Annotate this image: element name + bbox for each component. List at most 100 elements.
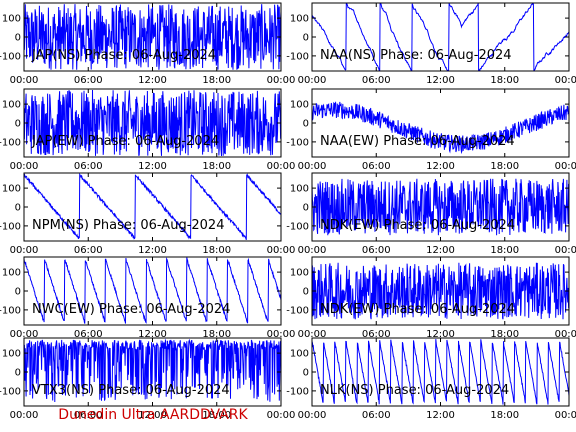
x-tick-label: 12:00	[426, 410, 455, 421]
x-tick-label: 12:00	[138, 329, 167, 340]
chart-title: NAA(EW) Phase: 06-Aug-2024	[320, 134, 515, 149]
y-tick-label: 100	[2, 184, 21, 195]
x-tick-label: 06:00	[74, 410, 103, 421]
y-tick-label: 0	[303, 203, 309, 214]
x-tick-label: 18:00	[490, 245, 519, 256]
y-tick-label: -100	[0, 137, 21, 148]
y-tick-label: 0	[303, 33, 309, 44]
x-tick-label: 12:00	[138, 410, 167, 421]
x-tick-label: 18:00	[202, 410, 231, 421]
y-tick-label: -100	[0, 305, 21, 316]
y-tick-label: -100	[0, 386, 21, 397]
y-tick-label: 0	[15, 203, 21, 214]
x-tick-label: 00:00	[298, 410, 327, 421]
x-tick-label: 18:00	[202, 75, 231, 86]
chart-panel: 100 0 -100 00:00 06:00 12:00 18:00 00:00 NAA(EW)…	[286, 88, 576, 172]
series-line	[312, 339, 569, 405]
x-tick-label: 00:00	[10, 161, 39, 172]
chart-panel: 100 0 -100 00:00 06:00 12:00 18:00 00:00 NWC(EW)…	[0, 256, 296, 340]
y-tick-label: 100	[2, 349, 21, 360]
y-tick-label: 100	[290, 100, 309, 111]
x-tick-label: 12:00	[138, 75, 167, 86]
x-tick-label: 12:00	[426, 245, 455, 256]
credit-text: Dunedin Ultra AARDDVARK	[58, 407, 248, 423]
y-tick-label: -100	[286, 51, 309, 62]
x-tick-label: 00:00	[555, 329, 576, 340]
x-tick-label: 00:00	[10, 245, 39, 256]
x-tick-label: 12:00	[426, 329, 455, 340]
y-tick-label: -100	[286, 386, 309, 397]
x-tick-label: 18:00	[202, 329, 231, 340]
y-tick-label: 100	[2, 268, 21, 279]
x-tick-label: 06:00	[74, 161, 103, 172]
x-tick-label: 00:00	[267, 329, 296, 340]
y-tick-label: 100	[290, 184, 309, 195]
chart-panel: 100 0 -100 00:00 06:00 12:00 18:00 00:00 NLK(NS)…	[286, 337, 576, 421]
chart-panel: 100 0 -100 00:00 06:00 12:00 18:00 00:00 NPM(NS)…	[0, 172, 296, 256]
x-tick-label: 00:00	[267, 410, 296, 421]
x-tick-label: 00:00	[298, 161, 327, 172]
series-line	[24, 257, 281, 324]
x-tick-label: 00:00	[10, 329, 39, 340]
chart-title: JAP(NS) Phase: 06-Aug-2024	[31, 48, 216, 63]
y-tick-label: 100	[2, 100, 21, 111]
x-tick-label: 12:00	[138, 245, 167, 256]
chart-title: VTX3(NS) Phase: 06-Aug-2024	[32, 383, 230, 398]
x-tick-label: 00:00	[298, 329, 327, 340]
y-tick-label: 0	[303, 119, 309, 130]
chart-panels: 100 0 -100 00:00 06:00 12:00 18:00 00:00 JAP(NS)…	[0, 2, 576, 421]
y-tick-label: -100	[0, 51, 21, 62]
y-tick-label: -100	[286, 221, 309, 232]
y-tick-label: 0	[303, 287, 309, 298]
x-tick-label: 06:00	[362, 75, 391, 86]
chart-title: NDK(EW) Phase: 06-Aug-2024	[320, 302, 515, 317]
chart-title: NAA(NS) Phase: 06-Aug-2024	[320, 48, 512, 63]
chart-panel: 100 0 -100 00:00 06:00 12:00 18:00 00:00 JAP(NS)…	[0, 2, 296, 86]
series-line	[24, 173, 281, 241]
y-tick-label: 0	[15, 33, 21, 44]
y-tick-label: 0	[15, 287, 21, 298]
y-tick-label: 100	[290, 14, 309, 25]
x-tick-label: 12:00	[426, 75, 455, 86]
x-tick-label: 00:00	[555, 161, 576, 172]
x-tick-label: 06:00	[74, 245, 103, 256]
x-tick-label: 00:00	[298, 75, 327, 86]
x-tick-label: 06:00	[362, 161, 391, 172]
x-tick-label: 18:00	[202, 161, 231, 172]
x-tick-label: 00:00	[267, 75, 296, 86]
x-tick-label: 06:00	[74, 75, 103, 86]
chart-title: NWC(EW) Phase: 06-Aug-2024	[32, 302, 230, 317]
y-tick-label: 100	[290, 349, 309, 360]
chart-panel: 100 0 -100 00:00 06:00 12:00 18:00 00:00 NDK(EW)…	[286, 172, 576, 256]
chart-title: NLK(NS) Phase: 06-Aug-2024	[320, 383, 509, 398]
y-tick-label: 0	[303, 368, 309, 379]
chart-panel: 100 0 -100 00:00 06:00 12:00 18:00 00:00 VTX3(NS…	[0, 337, 296, 421]
x-tick-label: 18:00	[202, 245, 231, 256]
x-tick-label: 00:00	[298, 245, 327, 256]
x-tick-label: 00:00	[555, 245, 576, 256]
series-line	[312, 178, 569, 236]
x-tick-label: 00:00	[10, 75, 39, 86]
x-tick-label: 06:00	[362, 245, 391, 256]
x-tick-label: 00:00	[10, 410, 39, 421]
x-tick-label: 18:00	[490, 75, 519, 86]
x-tick-label: 12:00	[426, 161, 455, 172]
x-tick-label: 12:00	[138, 161, 167, 172]
x-tick-label: 18:00	[490, 161, 519, 172]
series-line	[24, 89, 281, 157]
x-tick-label: 00:00	[555, 75, 576, 86]
x-tick-label: 18:00	[490, 410, 519, 421]
x-tick-label: 00:00	[555, 410, 576, 421]
series-line	[312, 262, 569, 320]
chart-title: NDK(EW) Phase: 06-Aug-2024	[320, 218, 515, 233]
y-tick-label: 0	[15, 119, 21, 130]
series-line	[312, 3, 569, 71]
y-tick-label: -100	[0, 221, 21, 232]
y-tick-label: -100	[286, 305, 309, 316]
x-tick-label: 18:00	[490, 329, 519, 340]
x-tick-label: 06:00	[362, 410, 391, 421]
x-tick-label: 00:00	[267, 245, 296, 256]
x-tick-label: 06:00	[362, 329, 391, 340]
y-tick-label: -100	[286, 137, 309, 148]
chart-panel: 100 0 -100 00:00 06:00 12:00 18:00 00:00 NAA(NS)…	[286, 2, 576, 86]
